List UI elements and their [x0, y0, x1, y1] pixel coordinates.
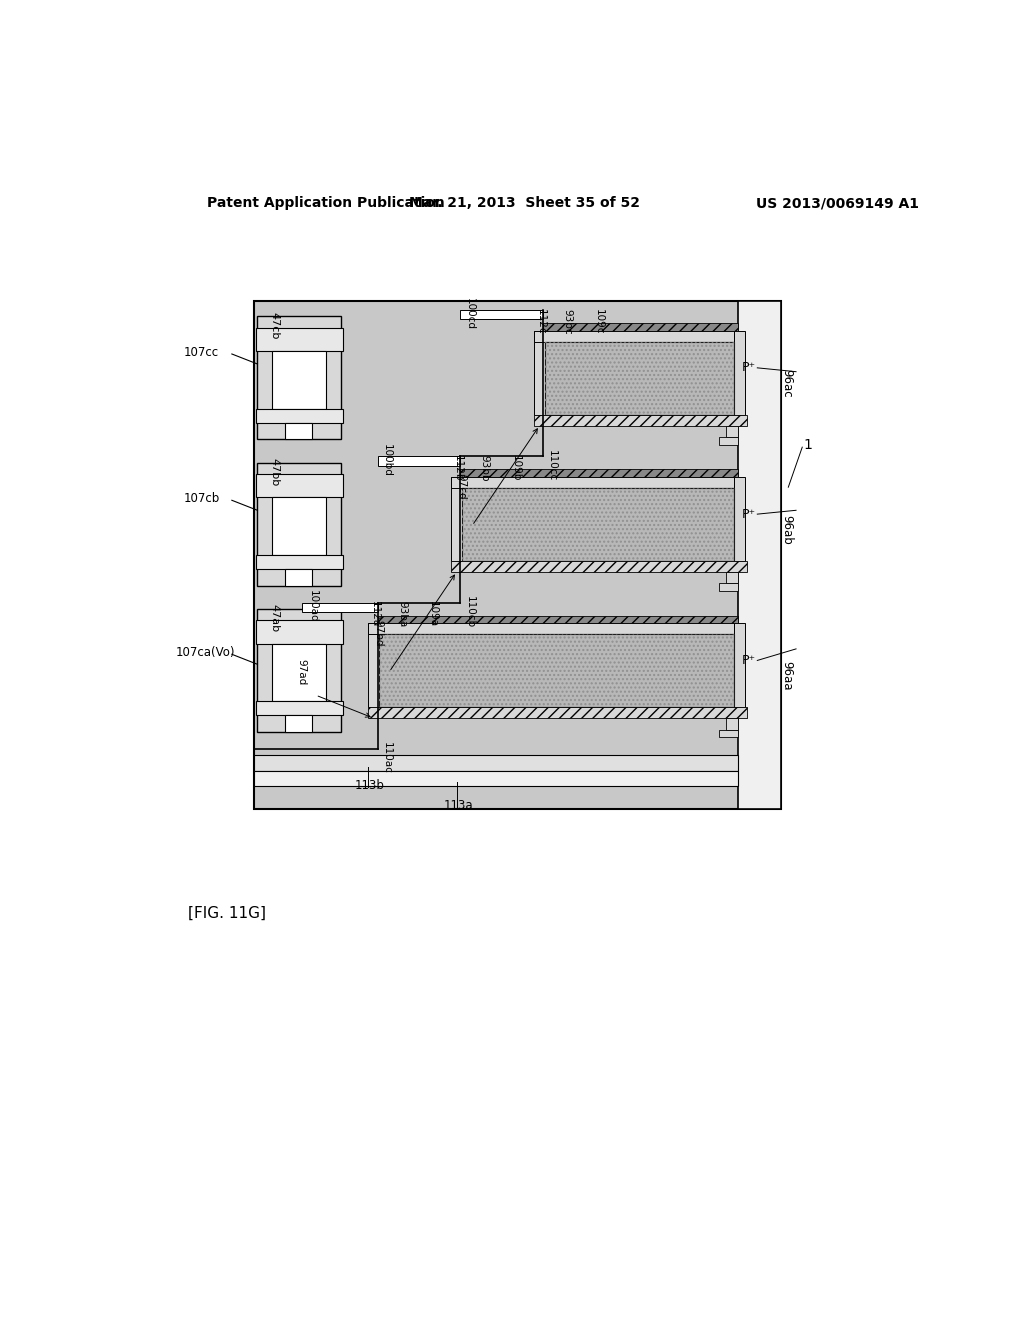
- Bar: [452, 478, 734, 488]
- Text: 47bb: 47bb: [269, 458, 280, 486]
- Text: 109b: 109b: [511, 455, 521, 480]
- Text: Mar. 21, 2013  Sheet 35 of 52: Mar. 21, 2013 Sheet 35 of 52: [410, 197, 640, 210]
- Bar: [286, 569, 312, 586]
- Text: 109a: 109a: [428, 601, 438, 627]
- Bar: [369, 623, 379, 708]
- Text: P⁺: P⁺: [741, 653, 756, 667]
- Text: 96aa: 96aa: [780, 661, 794, 690]
- Bar: [256, 620, 343, 644]
- Bar: [256, 554, 343, 569]
- Text: 100bd: 100bd: [381, 444, 391, 477]
- Bar: [535, 331, 545, 414]
- Text: 97cd: 97cd: [457, 474, 467, 500]
- Bar: [286, 422, 312, 440]
- Text: 113b: 113b: [354, 779, 384, 792]
- Text: 110ac: 110ac: [381, 742, 391, 774]
- Bar: [369, 623, 734, 635]
- Text: 93bc: 93bc: [563, 309, 572, 334]
- Bar: [272, 351, 327, 409]
- Bar: [272, 498, 327, 554]
- Text: 1: 1: [804, 438, 813, 451]
- Text: 110cb: 110cb: [464, 595, 474, 628]
- Text: 100ad: 100ad: [308, 590, 317, 623]
- Bar: [734, 478, 744, 561]
- Text: 107cb: 107cb: [183, 492, 220, 506]
- Text: 47ab: 47ab: [269, 605, 280, 632]
- Bar: [379, 635, 734, 708]
- Text: 93bb: 93bb: [480, 454, 489, 482]
- Bar: [719, 583, 738, 591]
- Text: 112b: 112b: [453, 454, 463, 482]
- Text: [FIG. 11G]: [FIG. 11G]: [188, 906, 266, 920]
- Bar: [286, 715, 312, 733]
- Bar: [257, 609, 341, 733]
- Bar: [256, 701, 343, 715]
- Bar: [734, 623, 744, 708]
- Bar: [369, 708, 748, 718]
- Bar: [719, 730, 738, 738]
- Text: 107ca(Vo): 107ca(Vo): [176, 647, 236, 659]
- Bar: [452, 478, 462, 561]
- Text: 112a: 112a: [370, 601, 380, 627]
- Bar: [726, 572, 738, 583]
- Bar: [535, 414, 748, 425]
- Bar: [719, 437, 738, 445]
- Text: 100cd: 100cd: [464, 298, 474, 330]
- Text: 96ab: 96ab: [780, 515, 794, 544]
- Text: 97ad: 97ad: [296, 659, 306, 685]
- Bar: [452, 561, 748, 572]
- Text: P⁺: P⁺: [741, 362, 756, 375]
- Bar: [738, 301, 780, 809]
- Text: 97bd: 97bd: [374, 620, 384, 647]
- Bar: [256, 474, 343, 498]
- Text: 109c: 109c: [594, 309, 604, 334]
- Text: 107cc: 107cc: [183, 346, 219, 359]
- Bar: [254, 301, 780, 809]
- Bar: [272, 644, 327, 701]
- Bar: [461, 470, 738, 478]
- Text: P⁺: P⁺: [741, 508, 756, 520]
- Bar: [256, 409, 343, 422]
- Bar: [254, 771, 738, 785]
- Bar: [545, 342, 734, 414]
- Text: 112c: 112c: [536, 309, 546, 334]
- Text: 96ac: 96ac: [780, 368, 794, 397]
- Bar: [726, 718, 738, 730]
- Bar: [462, 488, 734, 561]
- Bar: [462, 488, 734, 561]
- Text: 93ba: 93ba: [397, 601, 407, 627]
- Text: 113a: 113a: [443, 799, 473, 812]
- Text: US 2013/0069149 A1: US 2013/0069149 A1: [757, 197, 920, 210]
- Bar: [257, 317, 341, 440]
- Bar: [257, 462, 341, 586]
- Bar: [726, 425, 738, 437]
- Text: 110cc: 110cc: [547, 450, 557, 482]
- Bar: [544, 323, 738, 331]
- Bar: [378, 457, 461, 466]
- Bar: [254, 755, 738, 771]
- Bar: [734, 331, 744, 414]
- Bar: [545, 342, 734, 414]
- Bar: [378, 615, 738, 623]
- Text: Patent Application Publication: Patent Application Publication: [207, 197, 444, 210]
- Bar: [379, 635, 734, 708]
- Bar: [461, 310, 544, 319]
- Text: 47cb: 47cb: [269, 312, 280, 339]
- Bar: [302, 603, 378, 612]
- Bar: [535, 331, 734, 342]
- Bar: [256, 327, 343, 351]
